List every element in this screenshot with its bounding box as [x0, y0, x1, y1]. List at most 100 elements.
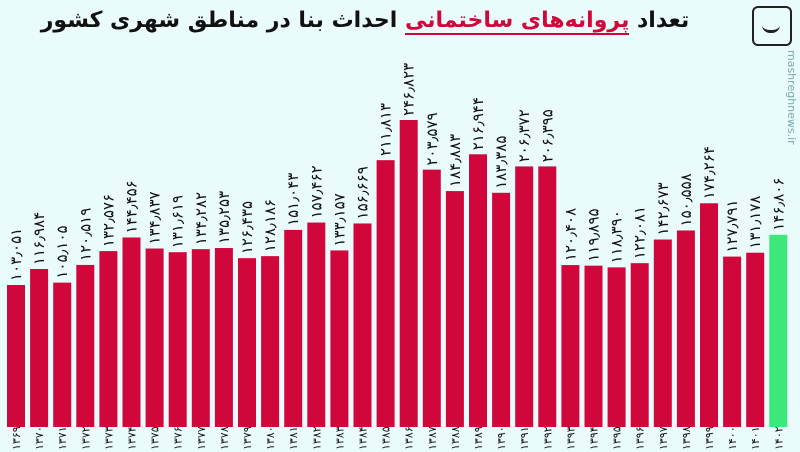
data-label: ۱۵۱٫۰۴۳: [284, 173, 302, 226]
bar: [700, 203, 718, 427]
bar: [214, 248, 233, 427]
title-highlight: پروانه‌های ساختمانی: [404, 8, 630, 35]
data-label: ۱۲۸٫۱۸۶: [261, 199, 279, 252]
category-label: ۱۳۹۶: [634, 426, 647, 450]
data-label: ۲۰۶٫۳۷۲: [515, 109, 533, 162]
bar: [445, 191, 464, 427]
bar: [168, 252, 187, 427]
data-label: ۲۰۶٫۳۹۵: [538, 109, 556, 162]
title-part: احداث بنا در مناطق شهری کشور: [40, 8, 405, 33]
chart-title: تعداد پروانه‌های ساختمانی احداث بنا در م…: [0, 8, 730, 35]
data-label: ۱۱۸٫۳۹۰: [608, 210, 626, 263]
bar: [515, 166, 534, 427]
category-label: ۱۳۷۲: [79, 426, 92, 450]
data-label: ۱۰۵٫۱۰۵: [53, 225, 71, 278]
bar: [330, 250, 349, 427]
bar: [7, 284, 25, 427]
category-label: ۱۳۶۹: [10, 426, 23, 450]
category-label: ۱۳۸۳: [333, 426, 346, 450]
category-label: ۱۳۹۵: [611, 426, 624, 450]
bar: [261, 256, 280, 427]
bar: [676, 230, 695, 427]
category-label: ۱۳۸۲: [310, 426, 323, 450]
data-label: ۱۲۰٫۵۱۹: [76, 208, 94, 261]
data-label: ۱۵۶٫۶۶۹: [354, 166, 372, 219]
category-label: ۱۳۷۴: [126, 426, 139, 450]
bar: [307, 222, 326, 427]
category-label: ۱۳۷۱: [56, 426, 69, 450]
category-label: ۱۳۷۹: [241, 426, 254, 450]
category-label: ۱۳۷۰: [33, 426, 46, 450]
category-label: ۱۳۹۷: [657, 426, 670, 450]
data-label: ۱۱۹٫۸۹۵: [585, 208, 603, 261]
bar: [399, 120, 418, 427]
bar: [723, 256, 742, 427]
bar: [53, 282, 72, 427]
data-label: ۱۳۳٫۱۵۷: [330, 193, 348, 246]
category-label: ۱۴۰۰: [726, 426, 739, 450]
bar: [746, 252, 765, 427]
category-label: ۱۳۷۸: [218, 426, 231, 450]
category-label: ۱۳۸۱: [287, 426, 300, 450]
title-part: تعداد: [629, 8, 690, 33]
bar: [561, 265, 580, 427]
data-label: ۱۳۲٫۵۷۶: [99, 194, 117, 247]
data-label: ۱۲۲٫۰۸۱: [631, 206, 649, 259]
data-label: ۱۳۵٫۲۵۳: [215, 191, 233, 244]
bar: [492, 192, 511, 427]
data-label: ۱۸۳٫۳۸۵: [492, 136, 510, 189]
bar: [122, 237, 141, 427]
bar: [353, 223, 372, 427]
data-label: ۲۱۶٫۹۴۴: [469, 97, 487, 150]
data-label: ۱۲۰٫۴۰۸: [561, 208, 579, 261]
bar: [76, 264, 95, 427]
bar: [584, 265, 603, 427]
category-label: ۱۴۰۱: [749, 426, 762, 450]
data-label: ۱۲۷٫۷۹۱: [723, 199, 741, 252]
category-label: ۱۳۸۸: [449, 426, 462, 450]
data-label: ۱۳۱٫۱۷۸: [746, 195, 764, 248]
bar: [422, 169, 441, 427]
bar: [191, 249, 210, 427]
data-label: ۱۴۲٫۶۷۳: [654, 182, 672, 235]
category-label: ۱۳۹۸: [680, 426, 693, 450]
bar: [284, 229, 303, 427]
category-label: ۱۳۸۶: [403, 426, 416, 450]
data-label: ۱۸۴٫۸۸۳: [446, 134, 464, 187]
mashregh-logo-icon: [752, 6, 792, 46]
data-label: ۱۲۶٫۴۳۵: [238, 201, 256, 254]
category-label: ۱۳۷۶: [172, 426, 185, 450]
data-label: ۲۰۳٫۵۷۹: [423, 112, 441, 165]
data-label: ۱۵۷٫۴۶۲: [307, 165, 325, 218]
category-label: ۱۳۹۱: [518, 426, 531, 450]
category-label: ۱۳۸۹: [472, 426, 485, 450]
category-label: ۱۳۸۴: [357, 426, 370, 450]
bar: [653, 239, 672, 427]
category-label: ۱۴۰۲: [772, 426, 785, 450]
bar: [99, 251, 118, 427]
category-label: ۱۳۹۰: [495, 426, 508, 450]
data-label: ۱۳۴٫۸۳۷: [146, 191, 164, 244]
category-label: ۱۳۸۰: [264, 426, 277, 450]
bar: [538, 166, 557, 428]
bar: [376, 160, 395, 427]
data-label: ۱۴۶٫۸۰۶: [769, 178, 787, 231]
category-label: ۱۳۹۴: [588, 426, 601, 450]
data-label: ۲۴۶٫۸۲۳: [400, 63, 418, 116]
data-label: ۱۳۴٫۲۸۲: [192, 192, 210, 245]
data-label: ۱۳۱٫۶۱۹: [169, 195, 187, 248]
category-label: ۱۳۸۷: [426, 426, 439, 450]
watermark: mashreghnews.ir: [785, 50, 798, 145]
data-label: ۱۰۳٫۰۵۱: [7, 228, 25, 281]
data-label: ۱۵۰٫۵۵۸: [677, 173, 695, 226]
bar: [145, 248, 164, 427]
data-label: ۲۱۱٫۸۱۳: [377, 103, 395, 156]
bar: [607, 267, 626, 427]
data-label: ۱۴۴٫۴۵۶: [123, 180, 141, 233]
category-label: ۱۳۷۵: [149, 426, 162, 450]
category-label: ۱۳۷۷: [195, 426, 208, 450]
category-label: ۱۳۹۹: [703, 426, 716, 450]
category-label: ۱۳۷۳: [102, 426, 115, 450]
